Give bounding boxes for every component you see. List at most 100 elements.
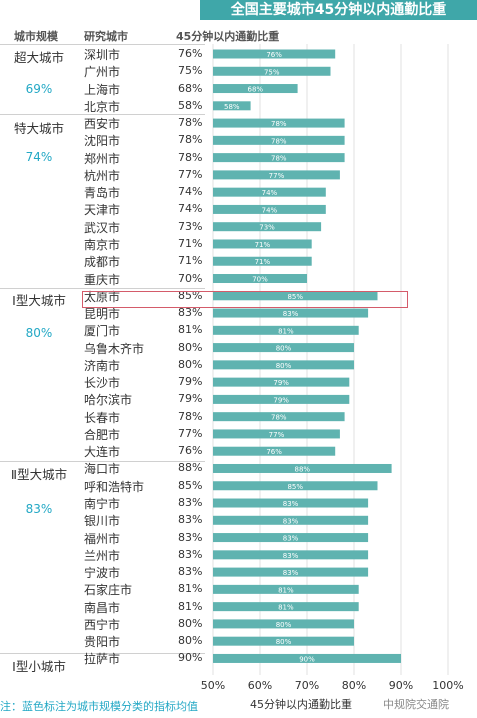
city-value: 76% xyxy=(178,47,203,60)
bar-data-label: 80% xyxy=(276,638,292,646)
separator xyxy=(0,653,205,654)
city-label: 厦门市 xyxy=(84,324,121,339)
bar xyxy=(213,187,326,197)
tier-label-small-1: Ⅰ型小城市 xyxy=(12,659,66,674)
bar xyxy=(213,498,369,508)
bar-data-label: 85% xyxy=(287,293,303,301)
bar xyxy=(213,291,378,301)
bar-data-label: 83% xyxy=(283,552,299,560)
bar-data-label: 79% xyxy=(273,396,289,404)
bar-data-label: 70% xyxy=(252,276,268,284)
city-value: 68% xyxy=(178,81,203,95)
city-value: 81% xyxy=(178,323,203,337)
bar-data-label: 85% xyxy=(287,483,303,491)
bar xyxy=(213,429,340,439)
bar-data-label: 74% xyxy=(262,206,278,214)
bar xyxy=(213,377,350,387)
city-label: 石家庄市 xyxy=(84,583,133,598)
bar xyxy=(213,567,369,577)
city-value: 83% xyxy=(178,496,203,510)
bar-data-label: 81% xyxy=(278,327,294,335)
city-label: 沈阳市 xyxy=(84,134,121,149)
bar-data-label: 78% xyxy=(271,120,287,128)
bar xyxy=(213,343,354,353)
header-metric: 45分钟以内通勤比重 xyxy=(176,30,280,43)
city-value: 77% xyxy=(178,426,203,440)
tier-label-large-2: Ⅱ型大城市 xyxy=(10,467,68,482)
bar-data-label: 74% xyxy=(262,189,278,197)
city-value: 79% xyxy=(178,392,203,406)
city-value: 90% xyxy=(178,651,203,665)
separator xyxy=(0,461,205,462)
x-tick-label: 50% xyxy=(201,679,225,692)
bar xyxy=(213,446,336,456)
bar xyxy=(213,584,359,594)
city-label: 成都市 xyxy=(84,255,121,270)
bar-data-label: 83% xyxy=(283,500,299,508)
x-tick-label: 90% xyxy=(389,679,413,692)
tier-label-supercity: 特大城市 xyxy=(13,121,64,136)
bar xyxy=(213,533,369,543)
bar xyxy=(213,118,345,128)
header-tier: 城市规模 xyxy=(14,30,58,43)
city-label: 郑州市 xyxy=(84,151,121,166)
x-tick-label: 80% xyxy=(342,679,366,692)
bar xyxy=(213,153,345,163)
bar xyxy=(213,49,336,59)
bar xyxy=(213,239,312,249)
city-label: 乌鲁木齐市 xyxy=(84,341,145,356)
bar xyxy=(213,274,307,284)
city-label: 长沙市 xyxy=(84,376,121,391)
city-label: 南宁市 xyxy=(84,497,121,512)
city-value: 58% xyxy=(178,98,203,112)
city-value: 78% xyxy=(178,133,203,147)
bar-data-label: 76% xyxy=(266,51,282,59)
bar-data-label: 71% xyxy=(255,258,271,266)
tier-avg-large-2: 83% xyxy=(25,502,53,516)
city-label: 长春市 xyxy=(84,410,121,425)
city-label: 海口市 xyxy=(84,462,121,477)
city-label: 深圳市 xyxy=(84,48,121,62)
city-value: 88% xyxy=(178,461,203,475)
bar-data-label: 83% xyxy=(283,517,299,525)
tier-avg-supercity: 74% xyxy=(25,150,53,164)
city-value: 80% xyxy=(178,616,203,630)
city-label: 杭州市 xyxy=(84,168,121,183)
bar-data-label: 81% xyxy=(278,604,294,612)
separator xyxy=(0,114,205,115)
bar-data-label: 77% xyxy=(269,431,285,439)
city-label: 贵阳市 xyxy=(84,635,121,650)
bar xyxy=(213,481,378,491)
bar-data-label: 80% xyxy=(276,345,292,353)
bar xyxy=(213,325,359,335)
bar xyxy=(213,308,369,318)
bar-data-label: 83% xyxy=(283,569,299,577)
city-value: 77% xyxy=(178,167,203,181)
header-city: 研究城市 xyxy=(84,30,128,43)
bar xyxy=(213,135,345,145)
bar-data-label: 78% xyxy=(271,414,287,422)
city-label: 拉萨市 xyxy=(84,652,121,667)
bar xyxy=(213,515,369,525)
bar xyxy=(213,463,392,473)
city-value: 74% xyxy=(178,202,203,216)
tier-avg-large-1: 80% xyxy=(25,326,53,340)
city-label: 南昌市 xyxy=(84,600,121,615)
bar-data-label: 58% xyxy=(224,103,240,111)
city-value: 78% xyxy=(178,409,203,423)
x-tick-label: 60% xyxy=(248,679,272,692)
city-value: 71% xyxy=(178,254,203,268)
x-tick-label: 70% xyxy=(295,679,319,692)
bar xyxy=(213,636,354,646)
city-value: 85% xyxy=(178,288,203,302)
watermark: 中规院交通院 xyxy=(383,698,449,711)
city-label: 呼和浩特市 xyxy=(84,479,145,494)
city-value: 76% xyxy=(178,444,203,458)
city-value: 85% xyxy=(178,478,203,492)
city-label: 南京市 xyxy=(84,237,121,252)
bar xyxy=(213,204,326,214)
city-value: 83% xyxy=(178,565,203,579)
city-value: 81% xyxy=(178,599,203,613)
x-tick-label: 100% xyxy=(432,679,463,692)
city-value: 79% xyxy=(178,375,203,389)
